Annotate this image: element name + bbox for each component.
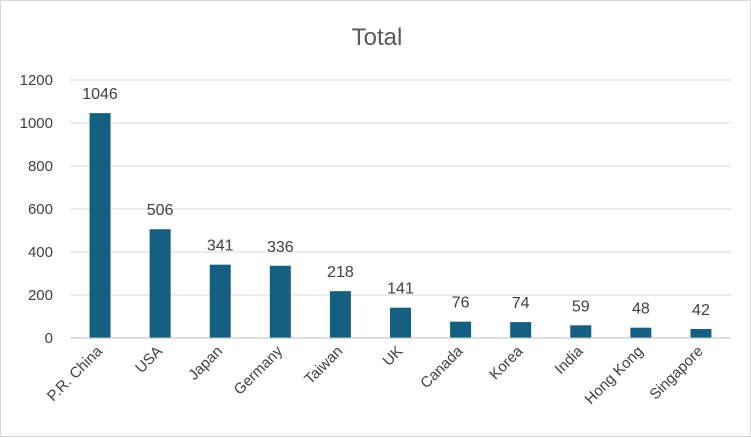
x-tick-label: UK [380,343,407,370]
bar [570,325,592,338]
data-label: 48 [632,301,650,318]
data-label: 336 [267,239,294,256]
y-tick-label: 1200 [20,72,53,89]
x-tick-label: Germany [231,342,287,398]
x-tick-label: Japan [185,343,226,384]
x-tick-label: P.R. China [44,342,106,404]
x-tick-label: Taiwan [301,343,346,388]
bar [390,307,411,338]
bar [690,328,712,338]
data-label: 42 [692,302,710,319]
data-label: 341 [207,238,234,255]
data-label: 1046 [82,86,118,103]
x-tick-label: Hong Kong [582,343,647,408]
y-tick-label: 400 [28,244,53,261]
data-labels: 1046 506 341 336 218 141 76 74 59 48 42 [82,86,710,319]
data-label: 74 [512,295,530,312]
chart-title: Total [352,24,403,51]
y-axis-tick-labels: 0 200 400 600 800 1000 1200 [20,72,53,347]
x-tick-label: Singapore [646,343,706,403]
bar [149,229,171,338]
x-tick-label: USA [132,343,166,377]
x-tick-label: Canada [417,342,467,392]
x-tick-label: India [552,342,587,377]
bar [630,327,652,338]
data-label: 76 [452,295,470,312]
bar [269,265,291,338]
gridlines [70,79,731,296]
x-tick-label: Korea [486,342,527,383]
data-label: 141 [387,281,414,298]
data-label: 218 [327,264,354,281]
y-tick-label: 0 [45,330,53,347]
bars [89,113,712,338]
bar [450,321,472,338]
y-tick-label: 200 [28,287,53,304]
x-axis-tick-labels: P.R. China USA Japan Germany Taiwan UK Canada K… [44,342,707,408]
y-tick-label: 1000 [20,115,53,132]
bar [209,264,231,338]
bar [89,113,111,338]
data-label: 59 [572,298,590,315]
y-tick-label: 600 [28,201,53,218]
y-tick-label: 800 [28,158,53,175]
bar [510,322,532,338]
data-label: 506 [147,202,174,219]
bar [329,291,351,338]
